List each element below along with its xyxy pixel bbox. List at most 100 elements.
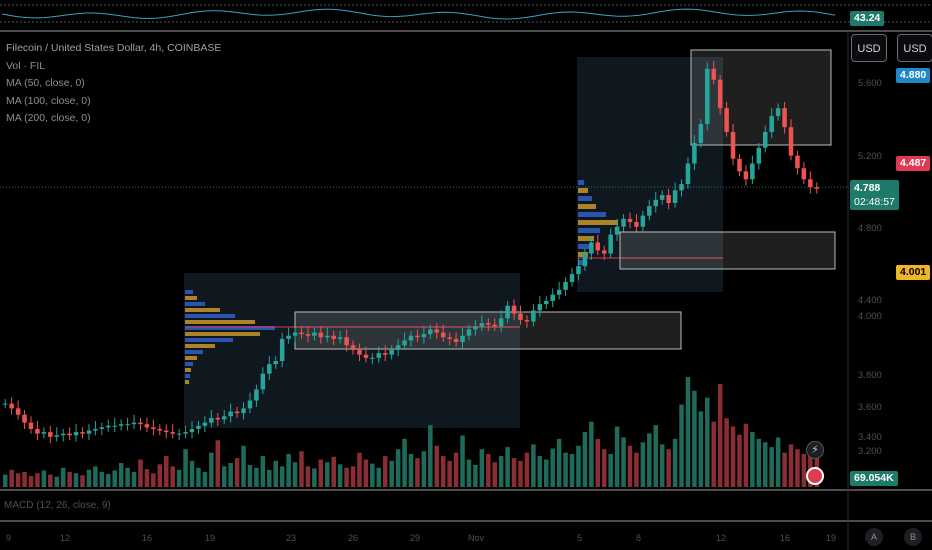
volume-bar [176,469,182,487]
ma100-tag: 4.487 [896,156,931,171]
volume-bar [808,445,813,487]
candle-body [453,338,459,343]
candle-body [2,403,8,405]
us-flag-icon[interactable] [806,467,824,485]
candle-body [505,305,510,319]
volume-bar [466,459,472,487]
currency-button-right[interactable]: USD [897,34,932,62]
volume-bar [498,456,504,487]
volume-bar [370,463,375,487]
candle-body [331,335,336,339]
volume-bar [775,437,781,487]
volume-profile-area-2 [577,57,723,292]
volume-bar [563,452,568,487]
volume-bar [421,451,427,487]
candle-body [395,345,401,350]
candle-body [325,335,330,338]
legend-volume: Vol · FIL [6,59,46,72]
candle-body [762,131,768,148]
candle-body [634,221,639,227]
candle-body [808,179,813,188]
time-tick: 26 [348,533,359,543]
candle-body [692,142,697,164]
candle-body [118,424,124,426]
volume-bar [589,421,594,487]
volume-profile-bar [578,244,590,249]
candle-body [357,349,362,355]
volume-bar [531,444,536,487]
volume-bar [769,447,774,487]
candle-body [170,432,175,434]
macd-label: MACD (12, 26, close, 9) [4,500,111,511]
time-tick: 23 [286,533,297,543]
volume-bar [382,456,388,487]
volume-bar [299,451,304,487]
volume-bar [679,404,684,487]
volume-bar [601,449,607,487]
volume-bar [395,449,401,487]
axis-b-button[interactable]: B [904,528,922,546]
price-tick: 4.000 [858,311,882,322]
candle-body [537,304,543,311]
volume-bar [125,467,130,487]
volume-bar [698,411,704,487]
candle-body [221,416,227,420]
volume-bar [717,383,723,487]
volume-bar [730,426,736,487]
volume-profile-bar [185,326,275,330]
candle-body [621,218,626,227]
chart-legend: Filecoin / United States Dollar, 4h, COI… [6,40,221,128]
candle-body [35,428,40,434]
volume-bar [428,425,433,487]
candle-body [363,354,369,358]
volume-bar [202,471,208,487]
price-tick: 5.200 [858,151,882,162]
time-tick: 5 [577,533,583,543]
candle-body [267,364,272,374]
volume-bar [163,456,169,487]
candle-body [189,428,195,433]
time-tick: 19 [826,533,837,543]
candle-body [653,199,659,207]
legend-ma200: MA (200, close, 0) [6,112,91,124]
volume-bar [357,452,362,487]
candle-body [112,425,117,427]
candle-body [698,124,704,143]
candle-body [775,108,781,117]
volume-bar [131,471,137,487]
current-price-tag: 4.788 02:48:57 [850,180,899,210]
candle-body [138,422,143,425]
volume-bar [711,421,716,487]
volume-bar [537,456,543,487]
volume-bar [692,390,697,487]
candle-body [659,195,665,200]
volume-profile-bar [185,380,189,384]
price-tick: 3.800 [858,370,882,381]
volume-bar [267,469,272,487]
volume-bar [48,474,53,487]
volume-bar [215,440,221,487]
candle-body [337,337,343,339]
volume-bar [659,444,665,487]
volume-bar [312,468,317,487]
currency-button-left[interactable]: USD [851,34,887,62]
candle-body [782,108,787,128]
volume-bar [228,462,233,487]
volume-bar [93,466,98,487]
candle-body [795,155,800,169]
candle-body [376,353,382,358]
volume-bar [762,442,768,487]
volume-profile-bar [185,308,220,312]
candle-body [518,313,523,320]
candle-body [389,349,394,355]
candle-body [67,433,72,436]
volume-bar [544,459,549,487]
axis-auto-button[interactable]: A [865,528,883,546]
volume-profile-bar [185,356,197,360]
candle-body [788,127,794,156]
volume-bar [138,459,143,487]
lightning-icon[interactable]: ⚡ [806,441,824,459]
volume-profile-bar [185,368,191,372]
volume-bar [279,466,285,487]
